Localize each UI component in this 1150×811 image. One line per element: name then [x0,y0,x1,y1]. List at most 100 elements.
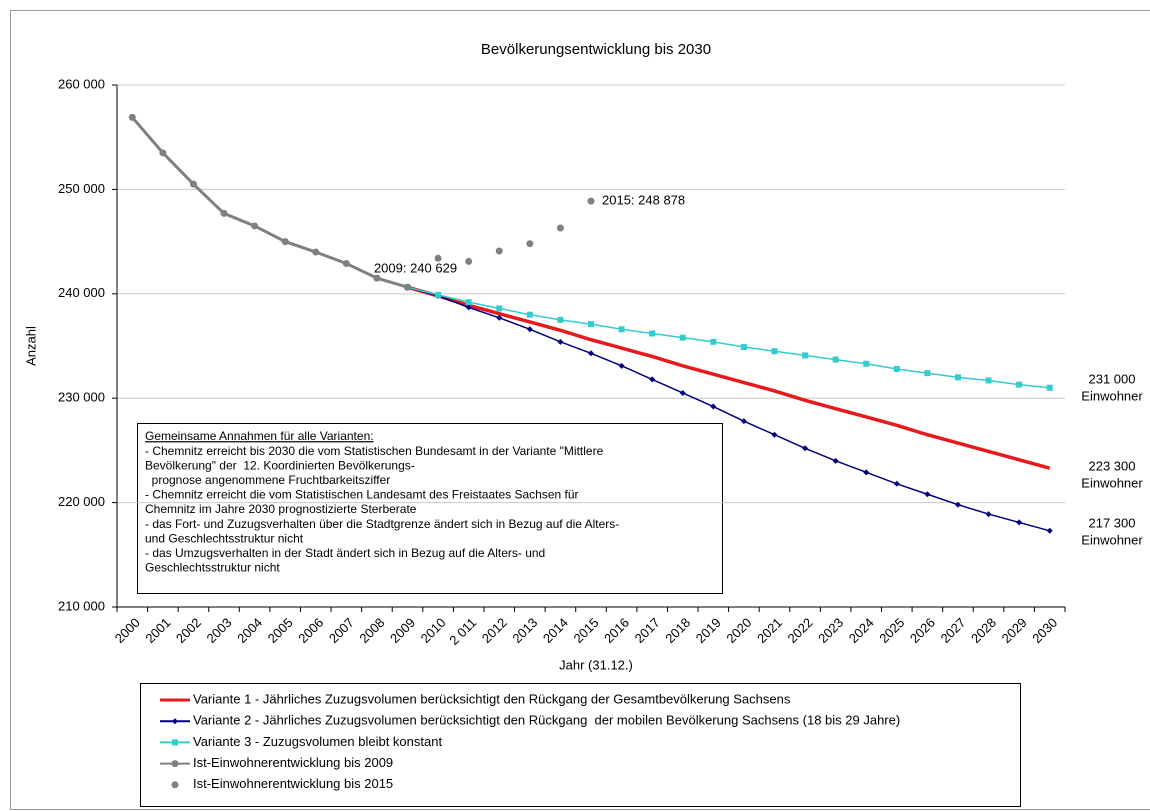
marker [1016,381,1023,388]
x-axis-label: Jahr (31.12.) [559,657,633,672]
legend-marker [171,781,179,789]
chart-frame [10,10,1150,810]
marker [526,311,533,318]
note-line: - das Umzugsverhalten in der Stadt änder… [145,546,545,560]
marker [220,209,228,217]
note-line: - Chemnitz erreicht bis 2030 die vom Sta… [145,444,604,458]
y-tick-label: 210 000 [58,598,105,613]
marker [924,491,931,498]
marker [802,352,809,359]
marker [802,445,809,452]
y-tick-label: 260 000 [58,76,105,91]
note-line: Gemeinsame Annahmen für alle Varianten: [145,429,374,443]
legend-label: Variante 3 - Zuzugsvolumen bleibt konsta… [193,734,442,749]
note-line: Chemnitz im Jahre 2030 prognostizierte S… [145,502,417,516]
marker [985,511,992,518]
marker [342,260,350,268]
y-tick-label: 220 000 [58,494,105,509]
marker [863,469,870,476]
marker [618,362,625,369]
marker [710,403,717,410]
marker [434,254,442,262]
marker [556,224,564,232]
legend-label: Variante 2 - Jährliches Zuzugsvolumen be… [193,713,900,728]
marker [159,149,167,157]
legend-label: Variante 1 - Jährliches Zuzugsvolumen be… [193,691,791,706]
end-label: 217 300 [1089,515,1136,530]
marker [893,365,900,372]
marker [740,344,747,351]
marker [1046,527,1053,534]
note-line: Bevölkerung" der 12. Koordinierten Bevöl… [145,458,415,472]
marker [893,480,900,487]
marker [587,197,595,205]
data-label: 2009: 240 629 [374,261,457,276]
end-label: Einwohner [1081,532,1143,547]
marker [281,238,289,246]
marker [832,356,839,363]
marker [649,376,656,383]
marker [465,304,472,311]
legend-box [140,683,1021,807]
marker [863,360,870,367]
marker [404,283,412,291]
marker [557,316,564,323]
marker [740,418,747,425]
legend-marker [172,739,178,746]
marker [526,240,534,248]
marker [588,350,594,357]
marker [251,222,259,230]
marker [771,431,778,438]
marker [189,180,197,188]
marker [985,377,992,384]
legend-label: Ist-Einwohnerentwicklung bis 2015 [193,776,393,791]
legend-label: Ist-Einwohnerentwicklung bis 2009 [193,755,393,770]
marker [557,338,564,345]
marker [465,257,473,265]
marker [710,338,717,345]
note-line: prognose angenommene Fruchtbarkeitsziffe… [145,473,390,487]
y-tick-label: 230 000 [58,390,105,405]
marker [924,370,931,377]
marker [1016,519,1023,526]
marker [954,501,961,508]
marker [128,113,136,121]
marker [526,326,533,333]
series-line [131,116,408,289]
end-label: 223 300 [1089,458,1136,473]
note-line: Geschlechtsstruktur nicht [145,561,280,575]
marker [495,247,503,255]
y-tick-label: 250 000 [58,181,105,196]
marker [496,305,503,312]
marker [954,374,961,381]
marker [1046,384,1053,391]
marker [771,348,778,355]
marker [679,334,686,341]
data-label: 2015: 248 878 [602,193,685,208]
y-axis-label: Anzahl [23,326,38,366]
series-line [407,286,1050,532]
series-line [407,286,1050,389]
note-box [137,423,723,594]
chart-title: Bevölkerungsentwicklung bis 2030 [481,41,711,58]
legend-marker [171,760,179,768]
marker [373,274,381,282]
marker [435,291,442,298]
marker [465,299,472,306]
note-line: - Chemnitz erreicht die vom Statistische… [145,488,579,502]
marker [588,321,594,328]
marker [312,248,320,256]
end-label: Einwohner [1081,388,1143,403]
end-label: Einwohner [1081,475,1143,490]
legend-marker [172,718,178,725]
marker [496,314,503,321]
marker [832,457,839,464]
end-label: 231 000 [1089,371,1136,386]
y-tick-label: 240 000 [58,285,105,300]
marker [679,389,686,396]
series-line [407,285,1051,470]
marker [618,326,625,333]
marker [649,330,656,337]
note-line: - das Fort- und Zuzugsverhalten über die… [145,517,619,531]
note-line: und Geschlechtsstruktur nicht [145,531,304,545]
